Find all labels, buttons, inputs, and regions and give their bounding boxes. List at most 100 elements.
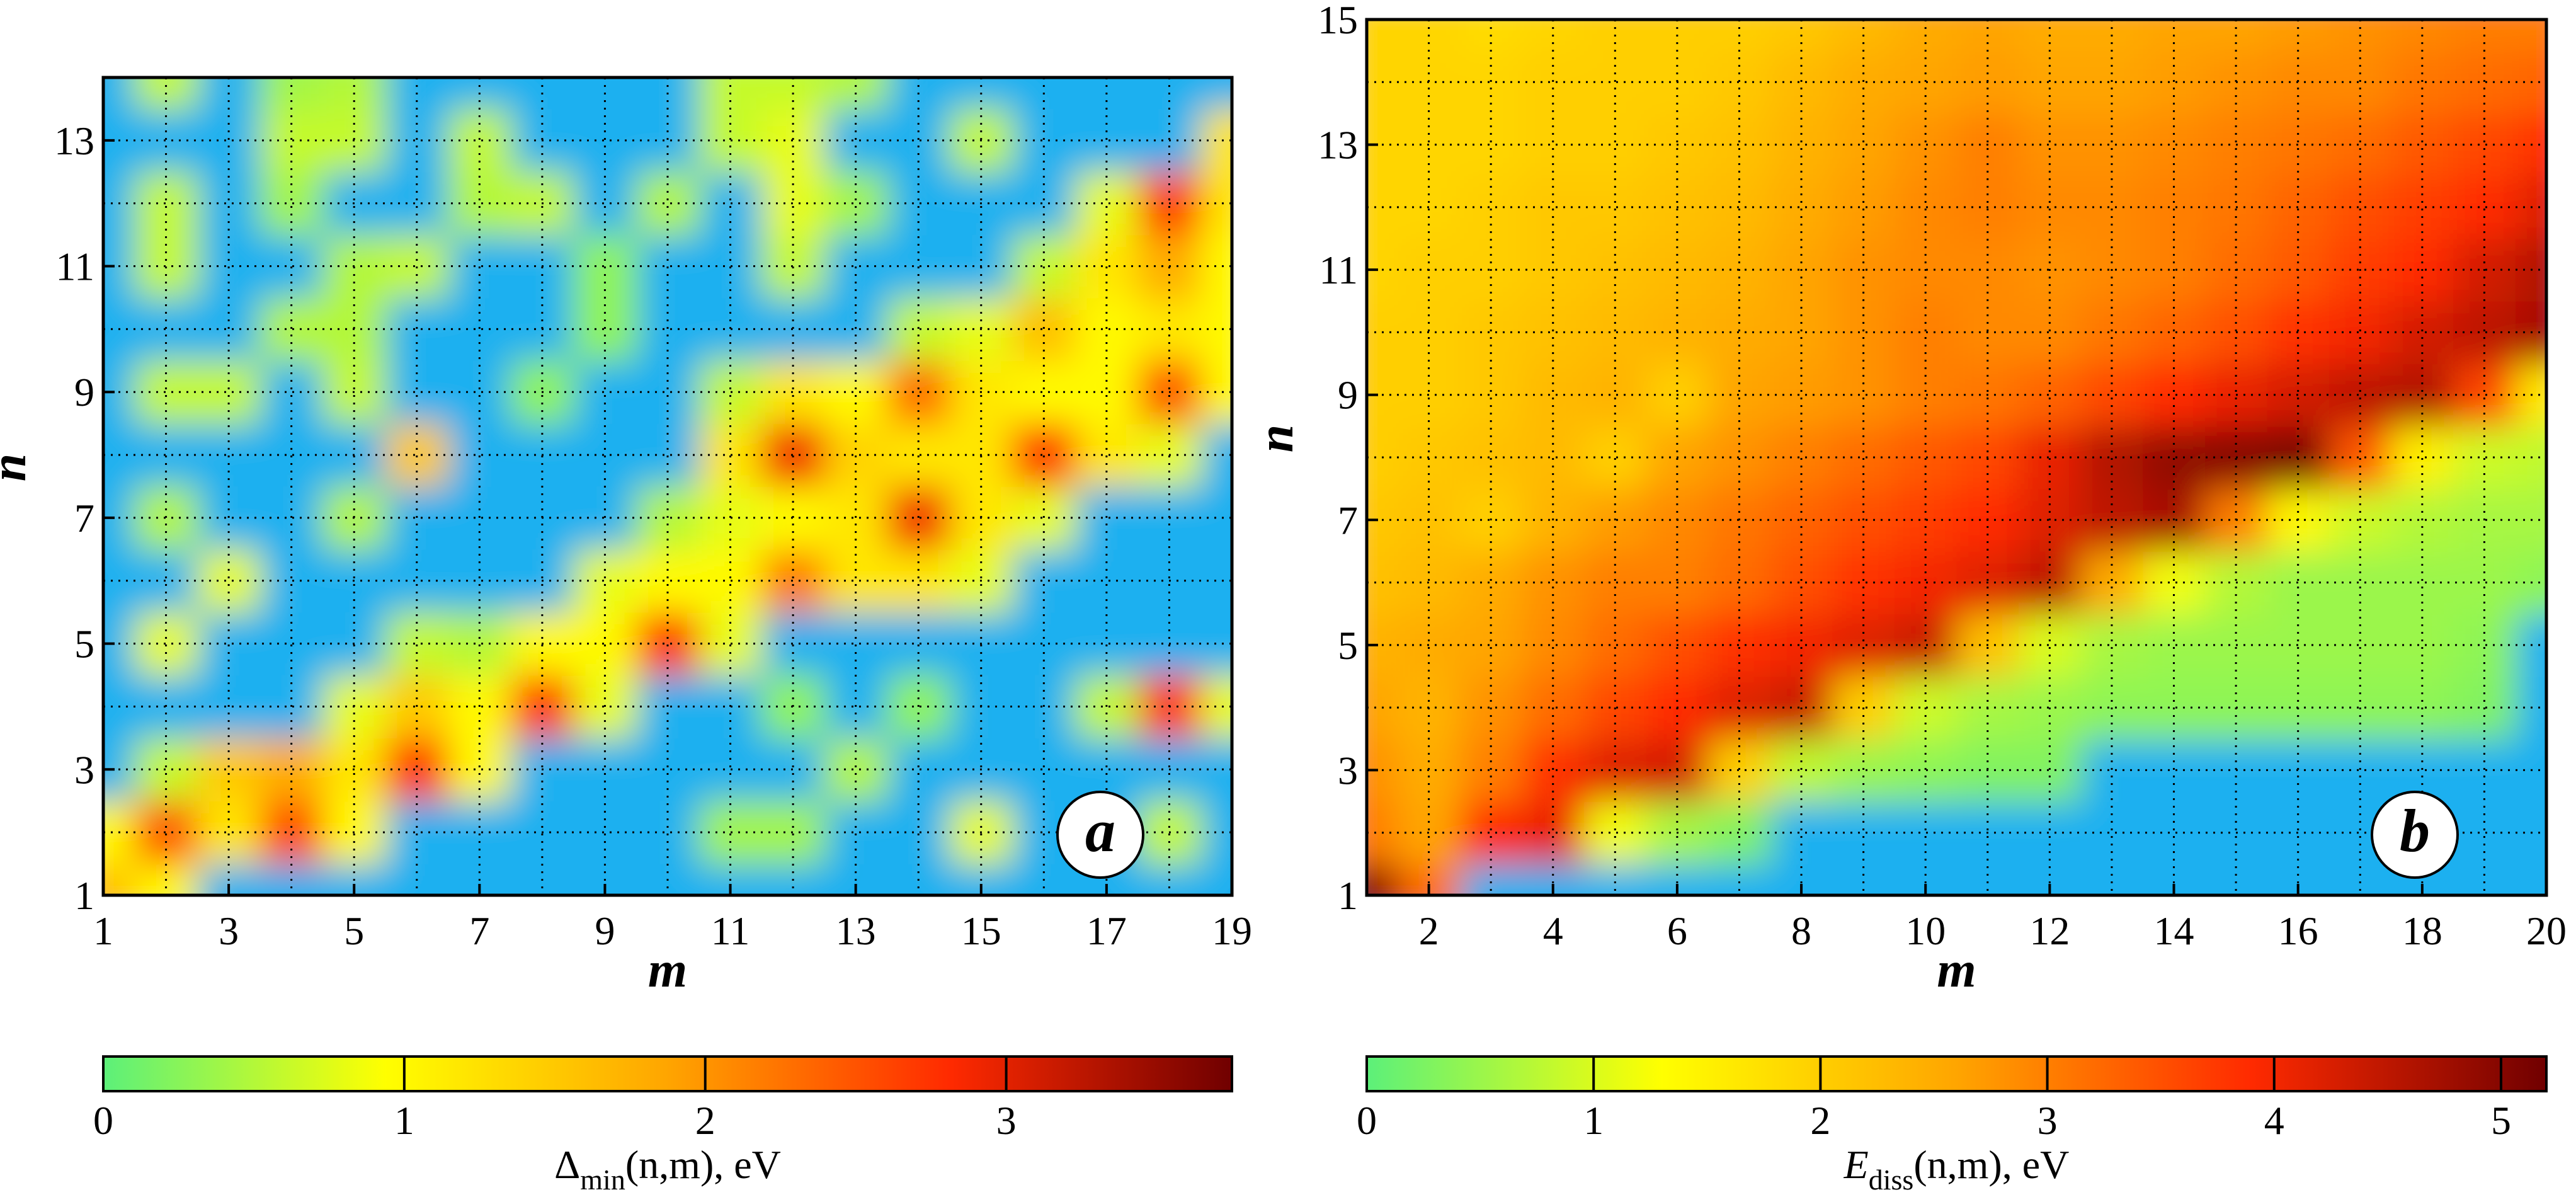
- cell: [1459, 614, 1523, 677]
- cell: [2080, 113, 2144, 177]
- x-tick-label: 9: [595, 908, 615, 953]
- panel-badge: [1056, 791, 1144, 879]
- cell: [2143, 113, 2206, 177]
- y-tick-label: 13: [1318, 123, 1358, 168]
- x-tick-label: 1: [93, 908, 113, 953]
- cell: [2143, 176, 2206, 239]
- cell: [1459, 113, 1523, 177]
- cell: [259, 801, 324, 865]
- cell: [1832, 364, 1895, 427]
- cell: [1770, 551, 1833, 615]
- x-tick-label: 2: [1419, 908, 1439, 953]
- cell: [1075, 297, 1139, 362]
- y-tick-label: 11: [1319, 248, 1358, 292]
- cell: [385, 738, 449, 802]
- y-tick-label: 7: [1338, 498, 1358, 542]
- colorbar: [1365, 1055, 2548, 1092]
- cell: [2391, 301, 2454, 365]
- x-tick-label: 3: [219, 908, 239, 953]
- x-tick-label: 20: [2526, 908, 2567, 953]
- cell: [2143, 614, 2206, 677]
- cell: [1832, 301, 1895, 365]
- plot-frame: [101, 76, 1234, 897]
- cell: [1075, 360, 1139, 425]
- cell: [2328, 364, 2392, 427]
- y-tick-label: 3: [74, 747, 94, 792]
- x-tick-label: 4: [1543, 908, 1563, 953]
- cell: [197, 801, 261, 865]
- x-tick-label: 16: [2278, 908, 2318, 953]
- cell: [887, 297, 950, 362]
- y-axis-label: n: [1248, 425, 1304, 453]
- x-axis-label: m: [1937, 942, 1976, 998]
- cell: [259, 108, 324, 173]
- colorbar-tick-label: 1: [1583, 1098, 1604, 1143]
- colorbar-tick-label: 1: [394, 1098, 414, 1143]
- x-axis-label: m: [648, 942, 687, 998]
- cell: [1522, 551, 1585, 615]
- cell: [2391, 364, 2454, 427]
- colorbar-tick-label: 3: [996, 1098, 1017, 1143]
- panel-label: a: [1085, 797, 1115, 864]
- cell: [2019, 113, 2082, 177]
- y-tick-label: 3: [1338, 748, 1358, 793]
- cell: [1522, 301, 1585, 365]
- x-tick-label: 13: [836, 908, 876, 953]
- cell: [1200, 297, 1232, 362]
- cell: [2019, 364, 2082, 427]
- panel-label: b: [2400, 797, 2430, 864]
- cell: [2391, 614, 2454, 677]
- x-tick-label: 6: [1667, 908, 1687, 953]
- cell: [448, 171, 512, 236]
- cell: [1584, 738, 1647, 803]
- x-tick-label: 15: [961, 908, 1001, 953]
- cell: [1832, 738, 1895, 803]
- cell: [259, 738, 324, 802]
- cell: [887, 360, 950, 425]
- cell: [197, 549, 261, 613]
- cell: [1459, 738, 1523, 803]
- cell: [1459, 801, 1523, 865]
- cell: [2080, 551, 2144, 615]
- cell: [1200, 675, 1232, 739]
- panel-badge: [2371, 791, 2459, 879]
- cell: [2515, 20, 2546, 52]
- y-tick-label: 13: [54, 118, 94, 163]
- cell: [1200, 360, 1232, 425]
- cell: [1832, 113, 1895, 177]
- cell: [134, 171, 198, 236]
- cell: [1012, 360, 1076, 425]
- y-tick-label: 1: [1338, 873, 1358, 918]
- cell: [2143, 364, 2206, 427]
- y-tick-label: 9: [1338, 373, 1358, 418]
- cell: [1584, 364, 1647, 427]
- cell: [2328, 113, 2392, 177]
- label-args: (n,m), eV: [625, 1142, 781, 1187]
- cell: [1584, 551, 1647, 615]
- cell: [2328, 614, 2392, 677]
- cell: [1459, 364, 1523, 427]
- colorbar-tick-label: 0: [93, 1098, 113, 1143]
- cell: [824, 549, 888, 613]
- cell: [1584, 614, 1647, 677]
- colorbar: [102, 1055, 1233, 1092]
- y-axis-label: n: [0, 454, 37, 482]
- cell: [636, 612, 700, 676]
- x-tick-label: 8: [1791, 908, 1811, 953]
- cell: [2080, 301, 2144, 365]
- cell: [887, 549, 950, 613]
- cell: [2328, 551, 2392, 615]
- cell: [1584, 176, 1647, 239]
- cell: [1832, 614, 1895, 677]
- cell: [448, 738, 512, 802]
- cell: [134, 360, 198, 425]
- cell: [1770, 738, 1833, 803]
- cell: [2391, 551, 2454, 615]
- cell: [2019, 551, 2082, 615]
- cell: [2019, 176, 2082, 239]
- label-symbol: E: [1844, 1142, 1869, 1187]
- cell: [824, 171, 888, 236]
- label-args: (n,m), eV: [1913, 1142, 2069, 1187]
- cell: [1522, 176, 1585, 239]
